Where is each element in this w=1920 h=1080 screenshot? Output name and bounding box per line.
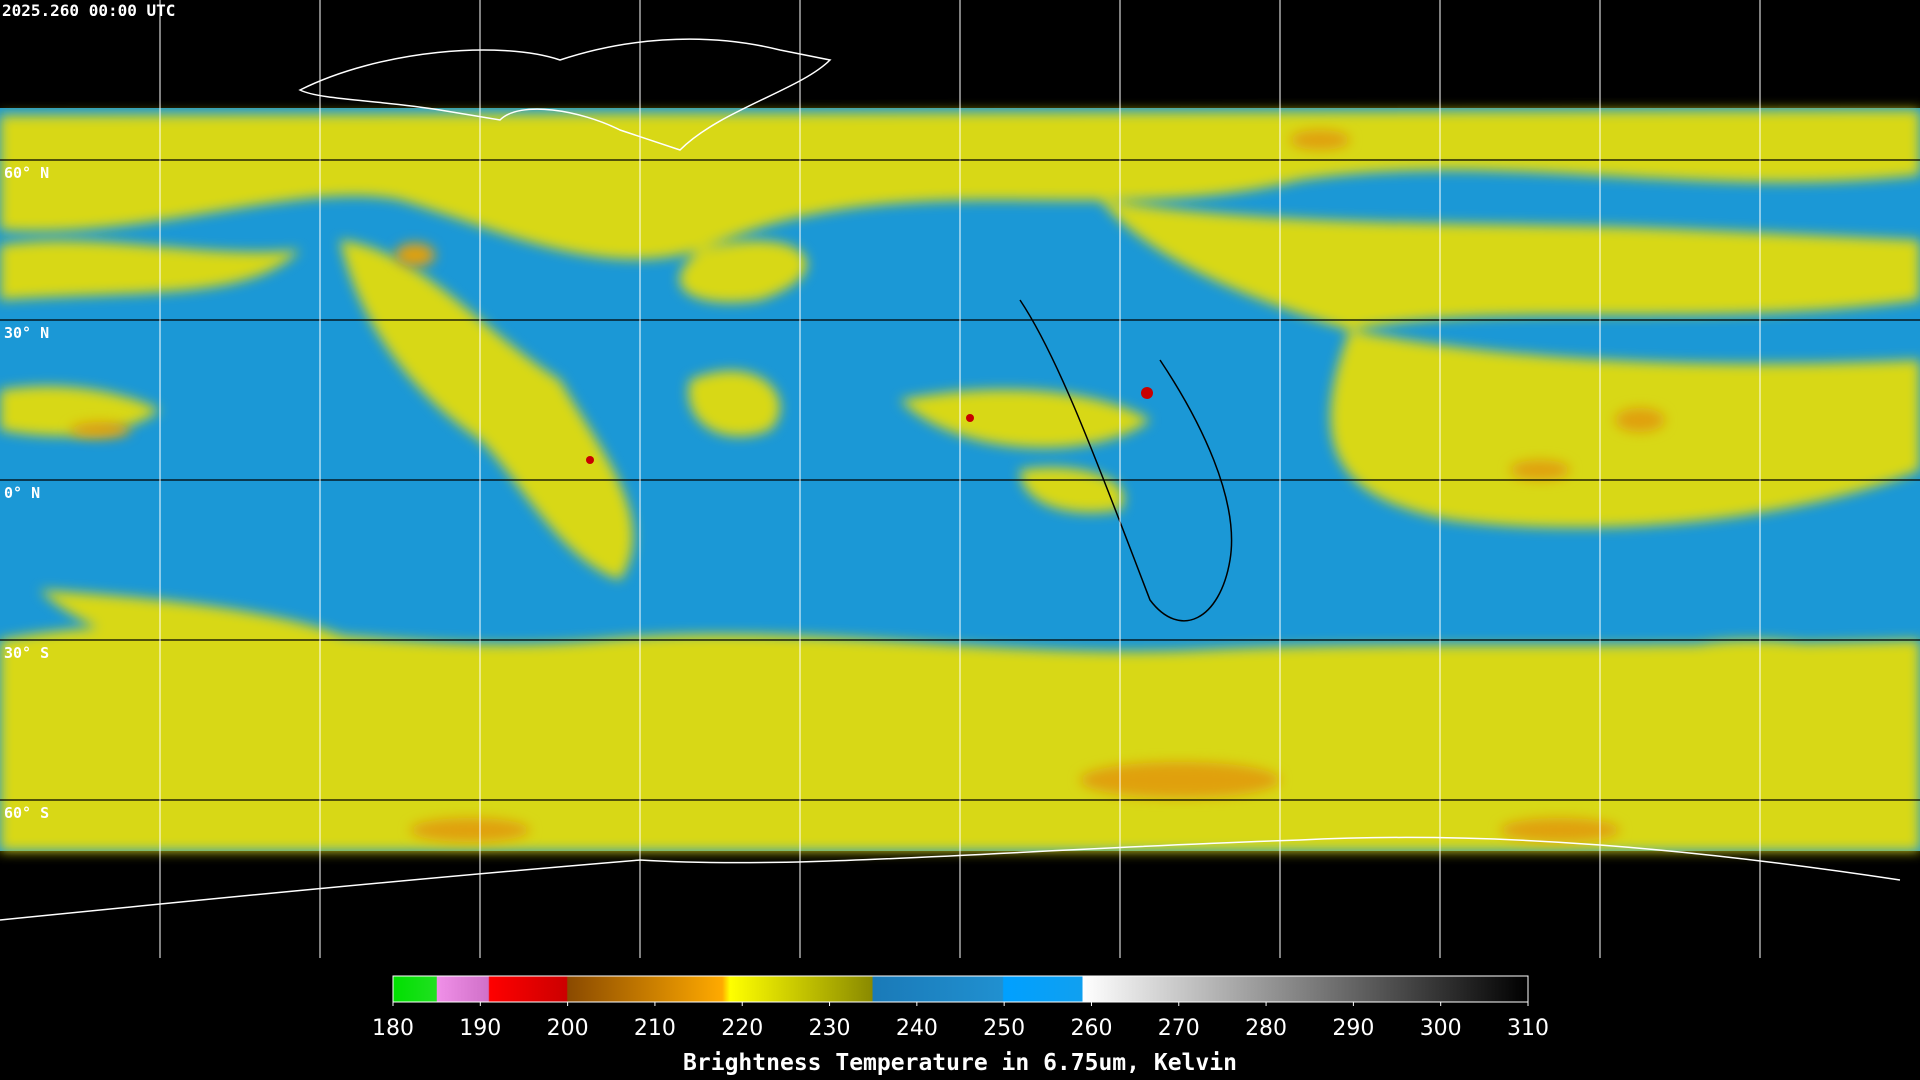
latitude-label: 0° N xyxy=(4,484,40,502)
latitude-labels: 60° N 30° N 0° N 30° S 60° S xyxy=(4,164,49,822)
latitude-label: 30° S xyxy=(4,644,49,662)
colorbar-tick-label: 270 xyxy=(1158,1016,1200,1041)
latitude-label: 60° N xyxy=(4,164,49,182)
colorbar-tick-label: 200 xyxy=(547,1016,589,1041)
colorbar-ticks: 180 190 200 210 220 230 240 250 260 270 280 290 300 3… xyxy=(372,1002,1549,1041)
colorbar-tick-label: 220 xyxy=(721,1016,763,1041)
coastlines xyxy=(0,38,1901,921)
meridians xyxy=(159,0,1761,958)
colorbar-tick-label: 280 xyxy=(1245,1016,1287,1041)
colorbar-tick-label: 210 xyxy=(634,1016,676,1041)
colorbar-tick-label: 230 xyxy=(809,1016,851,1041)
colorbar-tick-label: 250 xyxy=(983,1016,1025,1041)
latitude-label: 60° S xyxy=(4,804,49,822)
colorbar-tick-label: 300 xyxy=(1420,1016,1462,1041)
colorbar-tick-label: 180 xyxy=(372,1016,414,1041)
colorbar-tick-label: 260 xyxy=(1070,1016,1112,1041)
colorbar xyxy=(392,975,1529,1003)
timestamp: 2025.260 00:00 UTC xyxy=(2,1,175,20)
colorbar-tick-label: 310 xyxy=(1507,1016,1549,1041)
colorbar-label: Brightness Temperature in 6.75um, Kelvin xyxy=(683,1050,1237,1076)
latitude-label: 30° N xyxy=(4,324,49,342)
colorbar-tick-label: 240 xyxy=(896,1016,938,1041)
colorbar-tick-label: 290 xyxy=(1332,1016,1374,1041)
colorbar-tick-label: 190 xyxy=(459,1016,501,1041)
